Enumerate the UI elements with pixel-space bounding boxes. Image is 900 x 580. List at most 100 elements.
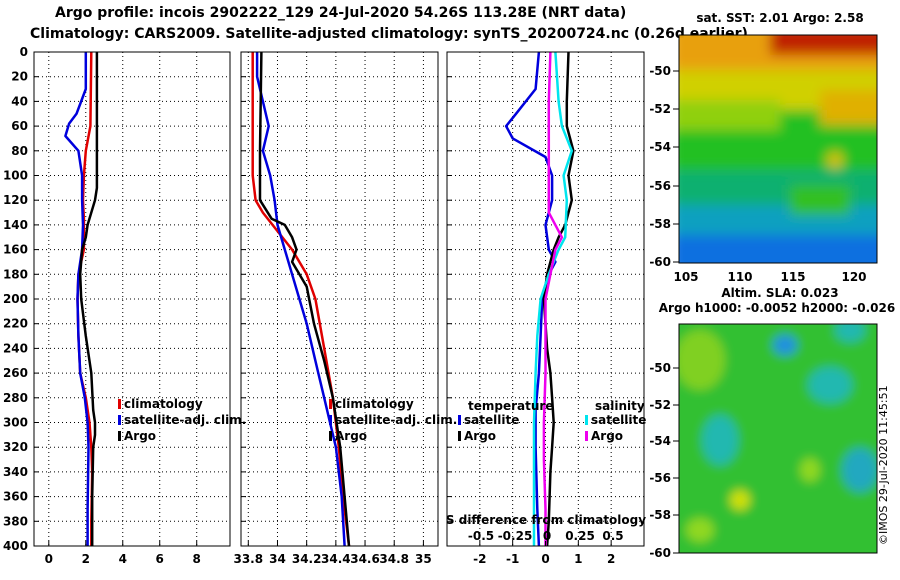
legend-swatch [118, 431, 121, 441]
legend-swatch [118, 415, 121, 425]
y-tick-label: 360 [3, 490, 28, 504]
y-tick-label: 80 [11, 144, 28, 158]
panel-difference: -2 -1 0 1 2temperaturesatelliteArgosalinitys… [446, 51, 646, 566]
secondary-axis-label: S difference from climatology [446, 513, 646, 527]
x-tick-label: 33.8 [233, 552, 263, 566]
x-tick-label: 8 [193, 552, 201, 566]
y-tick-label: 400 [3, 539, 28, 553]
legend-swatch [329, 431, 332, 441]
series-climatology [76, 51, 94, 546]
secondary-tick-label: -0.5 [468, 529, 494, 543]
y-tick-label: 160 [3, 243, 28, 257]
y-tick-label: 320 [3, 440, 28, 454]
legend-label: Argo [591, 429, 623, 443]
sst-map [678, 34, 878, 264]
legend-label: Argo [335, 429, 367, 443]
sst-y-tick-label: -50 [649, 64, 671, 78]
x-tick-label: 0 [45, 552, 53, 566]
sst-x-tick-label: 115 [780, 270, 805, 284]
legend-label: satellite [591, 413, 646, 427]
x-tick-label: 2 [82, 552, 90, 566]
imos-timestamp: ©IMOS 29-Jul-2020 11:45:51 [877, 385, 890, 545]
x-tick-label: 1 [574, 552, 582, 566]
y-tick-label: 300 [3, 416, 28, 430]
sla-map [678, 323, 878, 554]
legend-label: climatology [335, 397, 414, 411]
x-tick-label: 4 [119, 552, 127, 566]
x-tick-label: -1 [506, 552, 519, 566]
series-argo [78, 52, 99, 546]
sla-y-tick-label: -58 [649, 508, 671, 522]
legend-label: satellite-adj. clim. [124, 413, 246, 427]
sst-y-tick-label: -52 [649, 102, 671, 116]
y-tick-label: 0 [20, 45, 28, 59]
series-salinity-argo [542, 51, 564, 546]
y-tick-label: 100 [3, 169, 28, 183]
legend-label: climatology [124, 397, 203, 411]
plot-frame [33, 51, 231, 547]
y-tick-label: 260 [3, 366, 28, 380]
title-line-2: Climatology: CARS2009. Satellite-adjuste… [30, 26, 748, 42]
y-tick-label: 340 [3, 465, 28, 479]
x-tick-label: 34 [269, 552, 286, 566]
sst-map-title: sat. SST: 2.01 Argo: 2.58 [696, 11, 863, 25]
series-satellite-adj-clim- [64, 52, 90, 546]
y-tick-label: 20 [11, 70, 28, 84]
secondary-tick-label: 0 [543, 529, 551, 543]
y-tick-label: 40 [11, 94, 28, 108]
sla-y-tick-label: -54 [649, 434, 671, 448]
series-temperature-argo [542, 51, 575, 547]
x-tick-label: 34.4 [321, 552, 351, 566]
panel-salinity: 33.8 34 34.2 34.4 34.6 34.8 35 climatology satel… [233, 51, 457, 566]
legend-swatch [458, 415, 461, 425]
sla-y-tick-label: -56 [649, 471, 671, 485]
legend-label: satellite-adj. clim. [335, 413, 457, 427]
y-tick-label: 120 [3, 193, 28, 207]
x-tick-label: 34.8 [379, 552, 409, 566]
sst-y-tick-label: -60 [649, 255, 671, 269]
sst-y-tick-label: -58 [649, 217, 671, 231]
x-tick-label: 34.2 [292, 552, 322, 566]
series-climatology [251, 52, 351, 547]
series-satellite-adj-clim- [255, 52, 346, 547]
y-tick-label: 200 [3, 292, 28, 306]
x-tick-label: 34.6 [350, 552, 380, 566]
legend-swatch [329, 415, 332, 425]
panel-temperature: 0 2 4 6 802040608010012014016018020022024026… [3, 45, 246, 566]
x-tick-label: 35 [415, 552, 432, 566]
x-tick-label: 2 [607, 552, 615, 566]
y-tick-label: 380 [3, 514, 28, 528]
legend-group-title: temperature [468, 399, 553, 413]
y-tick-label: 240 [3, 341, 28, 355]
x-tick-label: 0 [541, 552, 549, 566]
legend-label: satellite [464, 413, 519, 427]
y-tick-label: 220 [3, 317, 28, 331]
y-tick-label: 280 [3, 391, 28, 405]
series-argo [258, 51, 351, 547]
y-tick-label: 140 [3, 218, 28, 232]
legend-swatch [458, 431, 461, 441]
sst-x-tick-label: 110 [727, 270, 752, 284]
legend-group-title: salinity [595, 399, 645, 413]
series-salinity-satellite [532, 51, 574, 546]
secondary-tick-label: -0.25 [498, 529, 533, 543]
legend-label: Argo [464, 429, 496, 443]
title-line-1: Argo profile: incois 2902222_129 24-Jul-… [55, 5, 627, 21]
sst-y-tick-label: -54 [649, 140, 671, 154]
sla-y-tick-label: -60 [649, 546, 671, 560]
sst-x-tick-label: 105 [673, 270, 698, 284]
secondary-tick-label: 0.25 [565, 529, 595, 543]
legend-label: Argo [124, 429, 156, 443]
sla-y-tick-label: -50 [649, 361, 671, 375]
y-tick-label: 60 [11, 119, 28, 133]
legend-swatch [329, 399, 332, 409]
y-tick-label: 180 [3, 267, 28, 281]
legend-swatch [585, 415, 588, 425]
sla-map-title-1: Altim. SLA: 0.023 [721, 286, 838, 300]
x-tick-label: -2 [473, 552, 486, 566]
sst-x-tick-label: 120 [841, 270, 866, 284]
sla-y-tick-label: -52 [649, 398, 671, 412]
sla-map-title-2: Argo h1000: -0.0052 h2000: -0.026 [659, 301, 895, 315]
x-tick-label: 6 [156, 552, 164, 566]
